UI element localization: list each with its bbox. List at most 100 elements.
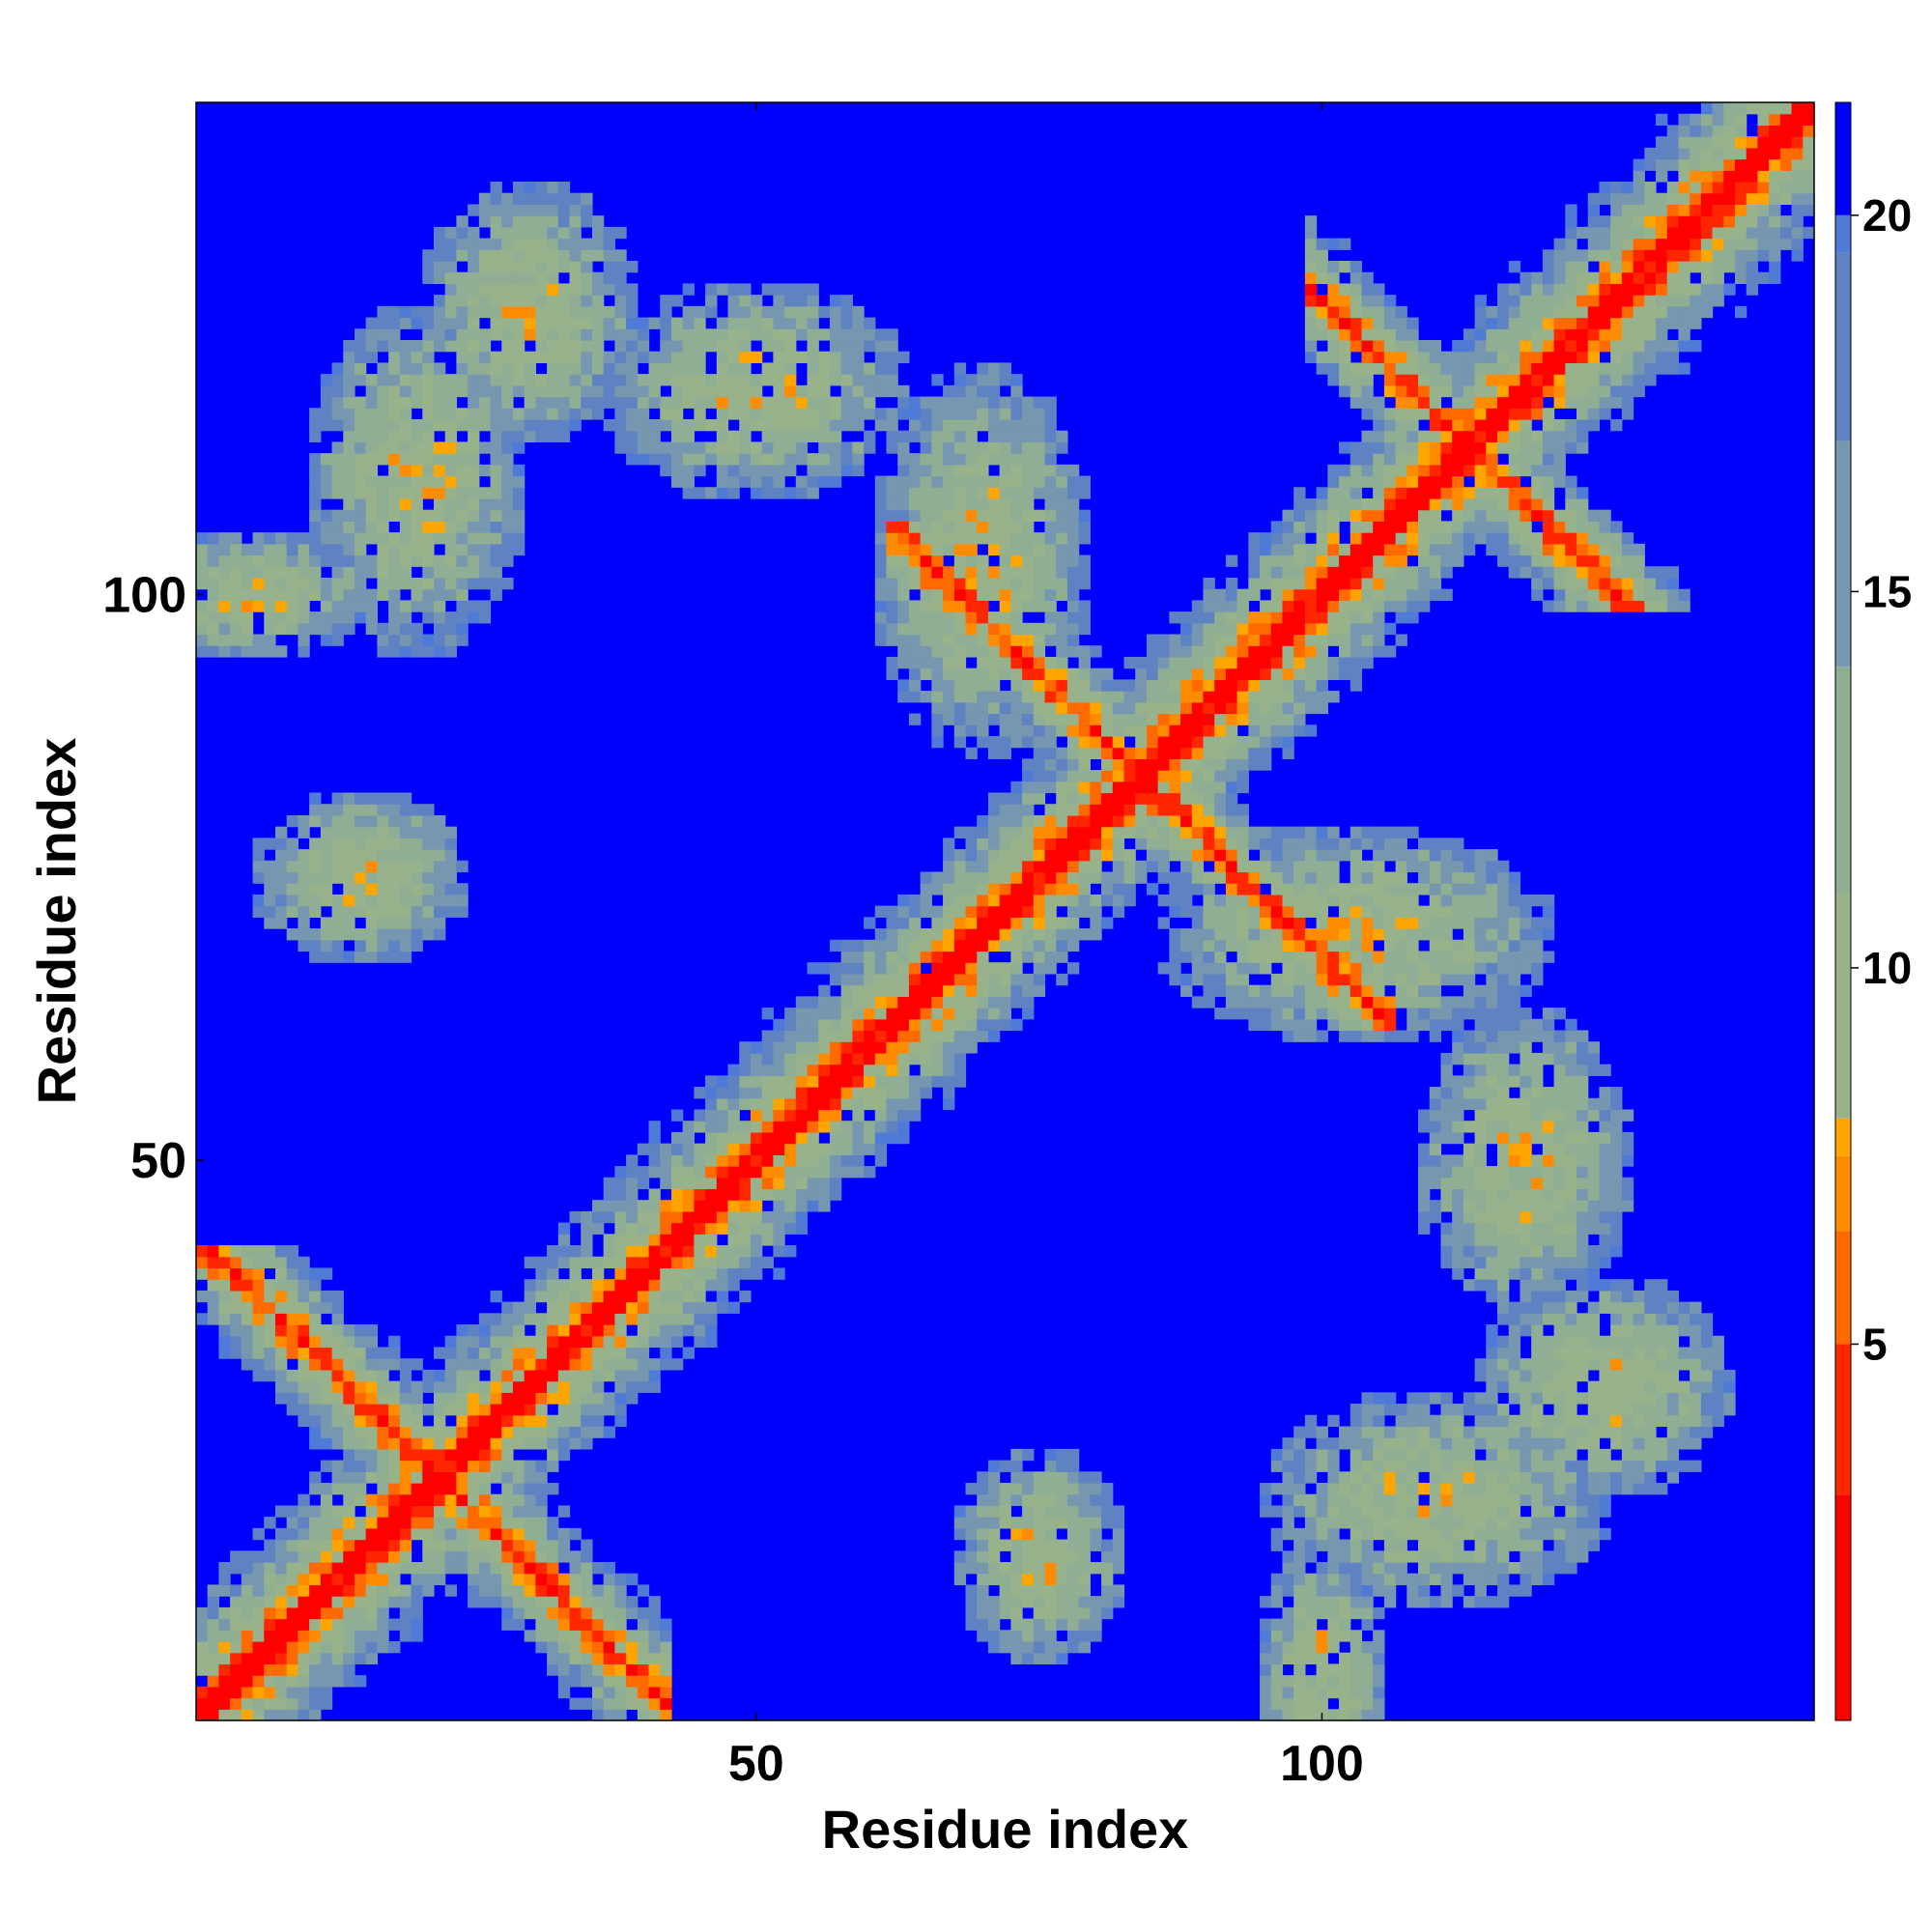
heatmap-cell <box>490 271 502 285</box>
heatmap-cell <box>468 1505 480 1518</box>
heatmap-cell <box>320 1505 333 1518</box>
heatmap-cell <box>1056 1596 1068 1608</box>
heatmap-cell <box>196 1641 209 1654</box>
heatmap-cell <box>1056 928 1068 941</box>
heatmap-cell <box>1203 758 1215 771</box>
heatmap-cell <box>1022 679 1035 692</box>
heatmap-cell <box>331 611 344 624</box>
heatmap-cell <box>433 1517 446 1529</box>
heatmap-cell <box>433 1493 446 1507</box>
heatmap-cell <box>840 1087 853 1099</box>
heatmap-cell <box>1146 656 1159 669</box>
heatmap-cell <box>1044 1448 1057 1462</box>
heatmap-cell <box>705 1313 718 1325</box>
heatmap-cell <box>716 475 729 488</box>
heatmap-cell <box>512 249 526 262</box>
heatmap-cell <box>207 645 220 658</box>
heatmap-cell <box>1270 1527 1284 1541</box>
heatmap-cell <box>626 1301 639 1314</box>
heatmap-cell <box>512 192 526 206</box>
heatmap-cell <box>999 497 1011 511</box>
heatmap-cell <box>196 1630 209 1642</box>
heatmap-cell <box>1327 1460 1340 1472</box>
heatmap-cell <box>931 871 944 884</box>
heatmap-cell <box>377 1606 389 1620</box>
heatmap-cell <box>422 849 435 862</box>
heatmap-cell <box>399 543 412 556</box>
heatmap-cell <box>501 396 514 409</box>
heatmap-cell <box>365 871 379 884</box>
heatmap-cell <box>468 1460 480 1472</box>
heatmap-cell <box>331 1404 344 1416</box>
heatmap-cell <box>331 600 344 612</box>
heatmap-cell <box>897 475 910 488</box>
heatmap-cell <box>874 384 888 398</box>
heatmap-cell <box>965 871 978 884</box>
heatmap-cell <box>512 1324 526 1337</box>
heatmap-cell <box>626 453 639 466</box>
heatmap-cell <box>1327 962 1340 975</box>
heatmap-cell <box>965 509 978 522</box>
heatmap-cell <box>1339 1709 1351 1721</box>
heatmap-cell <box>1270 1505 1284 1518</box>
heatmap-cell <box>377 305 389 319</box>
heatmap-cell <box>784 441 797 454</box>
heatmap-cell <box>727 1131 740 1145</box>
heatmap-cell <box>501 249 514 262</box>
heatmap-cell <box>218 1301 231 1314</box>
heatmap-cell <box>1248 917 1261 929</box>
heatmap-cell <box>1066 814 1080 828</box>
heatmap-cell <box>648 1301 661 1314</box>
heatmap-cell <box>547 351 559 363</box>
heatmap-cell <box>365 396 379 409</box>
heatmap-cell <box>1056 656 1068 669</box>
heatmap-cell <box>784 362 797 375</box>
heatmap-cell <box>784 1200 797 1212</box>
heatmap-cell <box>1327 1483 1340 1495</box>
heatmap-cell <box>365 849 379 862</box>
heatmap-cell <box>1180 611 1193 624</box>
heatmap-cell <box>614 1279 627 1292</box>
heatmap-cell <box>1339 1573 1351 1586</box>
heatmap-cell <box>784 305 797 319</box>
heatmap-cell <box>1203 600 1215 612</box>
heatmap-cell <box>524 249 536 262</box>
heatmap-cell <box>977 838 989 850</box>
heatmap-cell <box>490 418 502 432</box>
heatmap-cell <box>795 475 809 488</box>
heatmap-cell <box>987 1030 1001 1042</box>
heatmap-cell <box>1327 532 1340 545</box>
heatmap-cell <box>1293 1471 1306 1484</box>
heatmap-cell <box>1316 1630 1328 1642</box>
heatmap-cell <box>648 1245 661 1258</box>
heatmap-cell <box>252 1573 265 1586</box>
heatmap-cell <box>388 339 401 353</box>
heatmap-cell <box>569 384 582 398</box>
heatmap-cell <box>1293 1675 1306 1688</box>
heatmap-cell <box>569 1663 582 1676</box>
heatmap-cell <box>773 1222 785 1235</box>
heatmap-cell <box>535 1630 548 1642</box>
heatmap-cell <box>773 283 785 296</box>
heatmap-cell <box>852 384 865 398</box>
heatmap-cell <box>286 588 299 601</box>
heatmap-cell <box>886 656 898 669</box>
heatmap-cell <box>433 362 446 375</box>
heatmap-cell <box>1236 928 1249 941</box>
heatmap-cell <box>626 1267 639 1280</box>
heatmap-cell <box>547 374 559 386</box>
heatmap-cell <box>1282 566 1294 579</box>
heatmap-cell <box>1270 554 1284 567</box>
heatmap-cell <box>977 1030 989 1042</box>
heatmap-cell <box>468 260 480 273</box>
heatmap-cell <box>1044 656 1057 669</box>
heatmap-cell <box>343 1414 355 1428</box>
heatmap-cell <box>230 1267 242 1280</box>
heatmap-cell <box>953 1030 967 1042</box>
heatmap-cell <box>286 1335 299 1349</box>
heatmap-cell <box>274 1279 288 1292</box>
heatmap-cell <box>977 951 989 963</box>
heatmap-cell <box>1180 838 1193 850</box>
heatmap-cell <box>886 1131 898 1145</box>
heatmap-cell <box>1293 588 1306 601</box>
